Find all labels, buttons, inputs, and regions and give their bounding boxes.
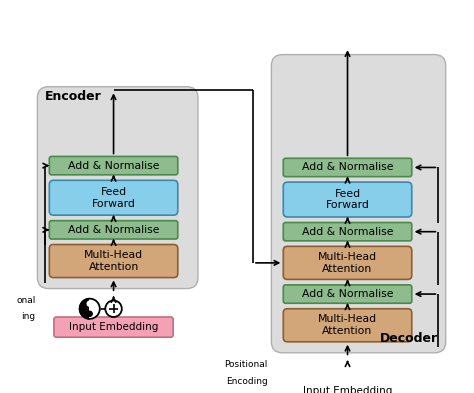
Text: Add & Normalise: Add & Normalise (68, 161, 159, 171)
FancyBboxPatch shape (37, 87, 198, 288)
FancyBboxPatch shape (283, 246, 412, 279)
Text: Encoding: Encoding (226, 376, 268, 386)
Text: onal: onal (16, 296, 36, 305)
Polygon shape (314, 363, 324, 383)
Circle shape (87, 301, 92, 306)
Text: Positional: Positional (224, 360, 268, 369)
Text: Feed
Forward: Feed Forward (326, 189, 369, 210)
Text: Multi-Head
Attention: Multi-Head Attention (318, 252, 377, 274)
Text: Add & Normalise: Add & Normalise (302, 289, 393, 299)
FancyBboxPatch shape (54, 317, 173, 337)
Polygon shape (324, 363, 334, 383)
Circle shape (321, 375, 326, 380)
FancyBboxPatch shape (49, 244, 178, 277)
Text: Add & Normalise: Add & Normalise (302, 227, 393, 237)
FancyBboxPatch shape (49, 221, 178, 239)
FancyBboxPatch shape (283, 182, 412, 217)
Polygon shape (90, 299, 100, 319)
Polygon shape (80, 299, 90, 319)
Text: Multi-Head
Attention: Multi-Head Attention (318, 314, 377, 336)
Text: Feed
Forward: Feed Forward (91, 187, 136, 209)
Text: Multi-Head
Attention: Multi-Head Attention (84, 250, 143, 272)
Circle shape (321, 365, 326, 371)
Text: Encoder: Encoder (45, 90, 101, 103)
Text: Decoder: Decoder (380, 332, 438, 345)
FancyBboxPatch shape (288, 381, 407, 393)
Text: Input Embedding: Input Embedding (69, 322, 158, 332)
Text: Add & Normalise: Add & Normalise (302, 162, 393, 173)
FancyBboxPatch shape (283, 309, 412, 342)
FancyBboxPatch shape (283, 158, 412, 176)
FancyBboxPatch shape (49, 180, 178, 215)
FancyBboxPatch shape (283, 222, 412, 241)
Text: Input Embedding: Input Embedding (303, 386, 392, 393)
Text: ing: ing (21, 312, 36, 321)
FancyBboxPatch shape (49, 156, 178, 175)
FancyBboxPatch shape (272, 55, 446, 353)
Text: Add & Normalise: Add & Normalise (68, 225, 159, 235)
FancyBboxPatch shape (283, 285, 412, 303)
Circle shape (87, 311, 92, 316)
